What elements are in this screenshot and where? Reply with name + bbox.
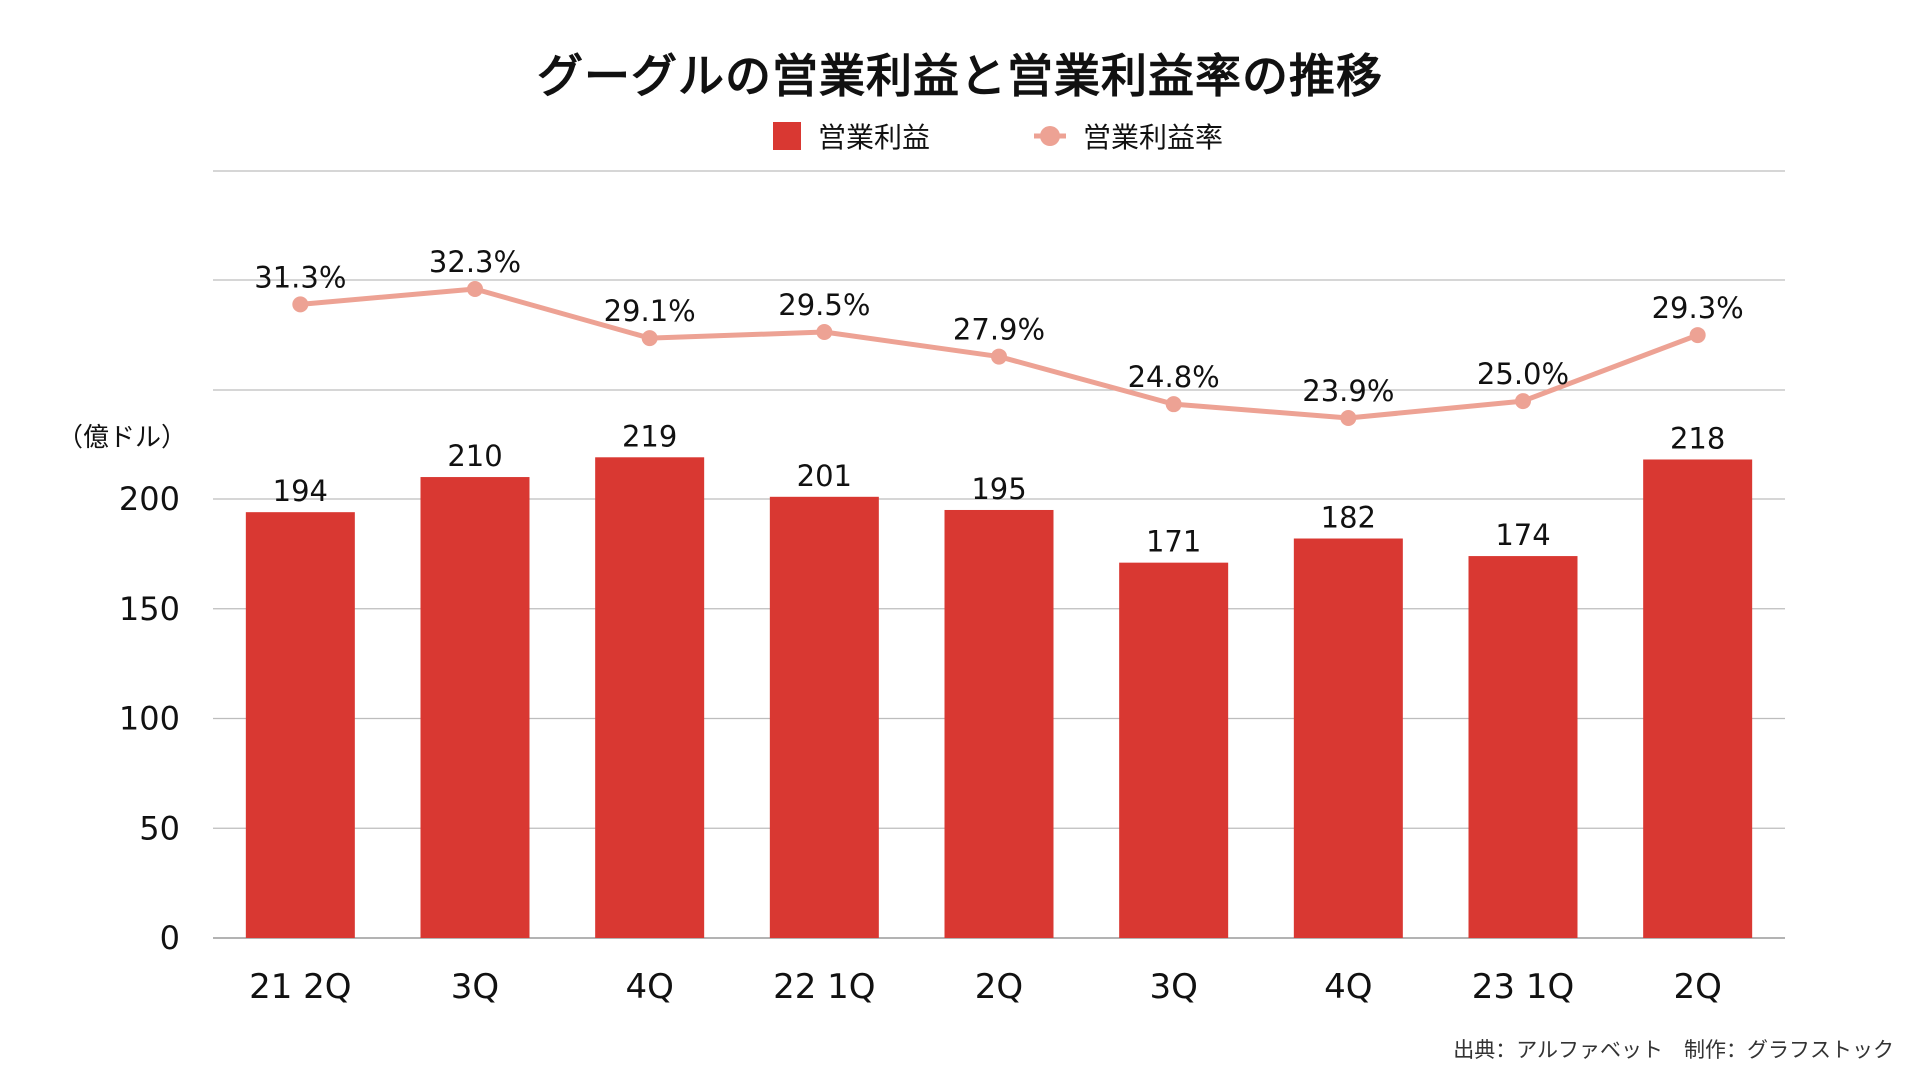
x-tick-label: 4Q (1324, 967, 1372, 1007)
line-point (467, 281, 483, 297)
bar (245, 512, 355, 938)
line-series: 31.3% 32.3% 29.1% 29.5% 27.9% 24.8% 23.9% 25.0%… (254, 245, 1744, 426)
y-tick-label: 0 (160, 919, 180, 957)
bar-value-label: 195 (971, 472, 1026, 506)
chart-title: グーグルの営業利益と営業利益率の推移 (537, 49, 1383, 103)
line-value-label: 25.0% (1477, 357, 1569, 391)
bar (1119, 562, 1229, 938)
x-tick-label: 22 1Q (773, 967, 875, 1007)
y-axis-unit: （億ドル） (57, 423, 187, 453)
x-axis: 21 2Q 3Q 4Q 22 1Q 2Q 3Q 4Q 23 1Q 2Q (249, 967, 1722, 1007)
bar (1468, 556, 1578, 938)
source-note: 出典：アルファベット 制作：グラフストック (1453, 1038, 1894, 1062)
bar (769, 496, 879, 938)
x-tick-label: 21 2Q (249, 967, 351, 1007)
line-value-label: 29.3% (1652, 291, 1744, 325)
line-point (1340, 410, 1357, 426)
line-value-label: 27.9% (953, 313, 1045, 347)
x-tick-label: 3Q (451, 967, 499, 1007)
bar-value-label: 210 (447, 439, 502, 473)
line-value-label: 32.3% (429, 245, 521, 279)
x-tick-label: 23 1Q (1472, 967, 1574, 1007)
legend-label: 営業利益 (818, 121, 930, 154)
line-value-label: 31.3% (254, 260, 346, 294)
y-tick-label: 100 (119, 700, 180, 738)
line-point (816, 324, 833, 340)
line-point (991, 348, 1007, 365)
y-tick-label: 200 (119, 480, 180, 518)
bar-value-label: 171 (1146, 525, 1201, 559)
line-point (292, 296, 309, 313)
line-point (641, 330, 658, 347)
line-point (1515, 393, 1531, 410)
y-axis: 0 50 100 150 200 （億ドル） (57, 423, 187, 957)
line-point (1689, 327, 1706, 344)
x-tick-label: 2Q (1673, 967, 1721, 1007)
bar-value-label: 219 (622, 419, 677, 453)
legend: 営業利益 営業利益率 (773, 121, 1223, 154)
bar-value-label: 218 (1670, 421, 1725, 455)
bar-value-label: 174 (1495, 518, 1550, 552)
bar (944, 509, 1054, 938)
x-tick-label: 3Q (1149, 967, 1197, 1007)
x-tick-label: 2Q (975, 967, 1023, 1007)
bar-value-label: 201 (797, 459, 852, 493)
bar-series: 194 210 219 201 195 171 182 174 218 (245, 419, 1753, 938)
y-tick-label: 50 (139, 809, 180, 847)
line-value-label: 29.5% (778, 288, 870, 322)
x-tick-label: 4Q (625, 967, 673, 1007)
bar-value-label: 194 (273, 474, 328, 508)
legend-swatch-bar (773, 122, 801, 150)
line-value-label: 24.8% (1128, 360, 1220, 394)
bar (1643, 459, 1753, 938)
line-value-label: 23.9% (1302, 374, 1394, 408)
bar (420, 477, 530, 938)
bar (595, 457, 705, 938)
line-value-label: 29.1% (604, 294, 696, 328)
legend-swatch-marker (1040, 126, 1060, 146)
bar (1293, 538, 1403, 938)
y-tick-label: 150 (119, 590, 180, 628)
bar-value-label: 182 (1321, 501, 1376, 535)
line-point (1165, 396, 1182, 413)
legend-label: 営業利益率 (1083, 121, 1223, 154)
